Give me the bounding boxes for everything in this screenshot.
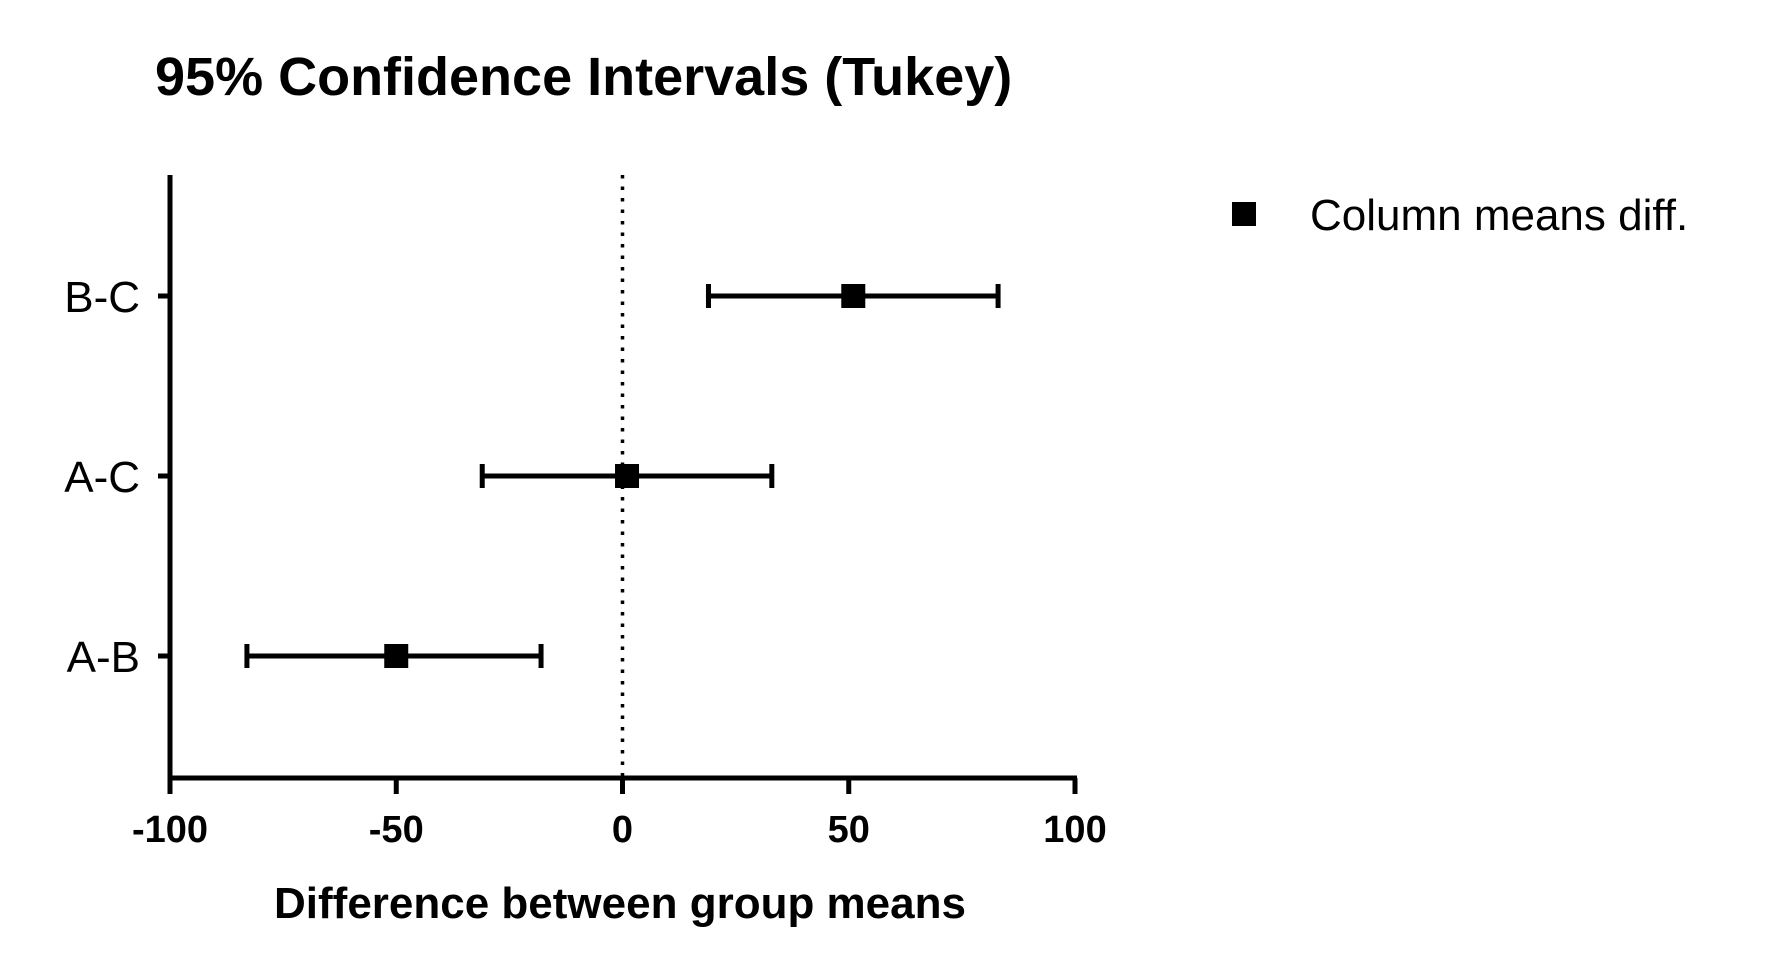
x-tick-label: -100 (132, 809, 208, 851)
mean-diff-marker (615, 464, 640, 488)
x-tick-label: 50 (828, 809, 870, 851)
legend-marker-square (1232, 202, 1256, 226)
mean-diff-marker (384, 644, 409, 668)
y-tick-label: B-C (64, 273, 140, 322)
y-axis-ticks: A-B A-C B-C (64, 273, 170, 682)
y-tick-label: A-B (67, 633, 140, 682)
mean-diff-marker (841, 284, 866, 308)
x-tick-label: -50 (369, 809, 424, 851)
x-tick-label: 100 (1043, 809, 1106, 851)
plot-marks (244, 284, 1001, 668)
x-axis-ticks: -100 -50 0 50 100 (132, 778, 1107, 851)
y-tick-label: A-C (64, 453, 140, 502)
chart-title: 95% Confidence Intervals (Tukey) (155, 47, 1012, 107)
legend: Column means diff. (1232, 191, 1688, 240)
x-tick-label: 0 (612, 809, 633, 851)
x-axis-label: Difference between group means (274, 879, 966, 928)
legend-label: Column means diff. (1310, 191, 1688, 240)
